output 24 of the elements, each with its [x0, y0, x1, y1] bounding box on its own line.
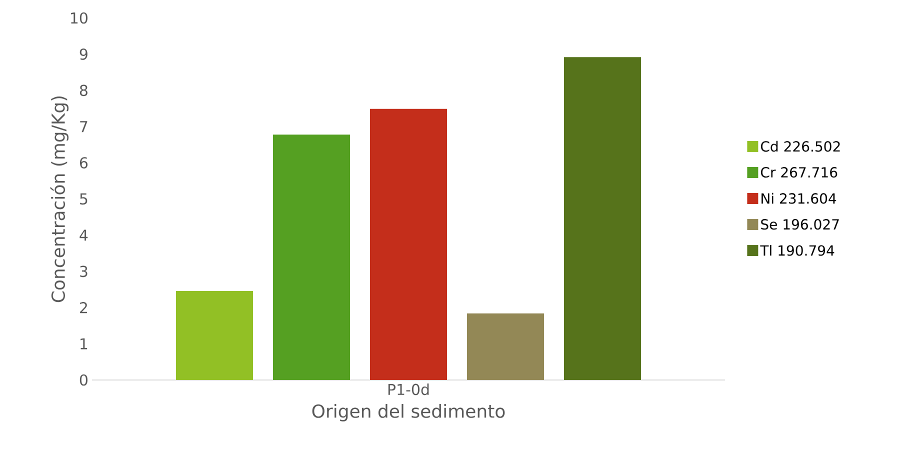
x-axis-title: Origen del sedimento — [312, 404, 505, 422]
bar — [370, 108, 447, 380]
y-tick-label: 0 — [80, 374, 88, 386]
y-axis-title: Concentración (mg/Kg) — [50, 96, 69, 302]
legend-label: Cr 267.716 — [760, 167, 838, 178]
bar — [467, 313, 544, 380]
y-tick-label: 2 — [80, 302, 87, 314]
y-tick-label: 6 — [80, 157, 88, 168]
legend-label: Ni 231.604 — [762, 192, 836, 204]
bar — [176, 290, 253, 380]
y-tick-label: 7 — [80, 121, 88, 132]
x-tick-label: P1-0d — [388, 384, 429, 396]
legend-label: Cd 226.502 — [760, 140, 840, 152]
legend-label: Tl 190.794 — [760, 244, 834, 256]
bar — [273, 134, 350, 380]
y-tick-label: 3 — [80, 266, 88, 278]
bar — [564, 57, 641, 380]
y-tick-label: 9 — [80, 48, 88, 60]
y-tick-label: 4 — [80, 230, 88, 241]
y-tick-label: 1 — [80, 338, 88, 350]
y-tick-label: 8 — [80, 84, 88, 96]
y-tick-label: 5 — [80, 193, 88, 205]
legend-label: Se 196.027 — [761, 219, 839, 230]
y-tick-label: 10 — [71, 12, 88, 24]
